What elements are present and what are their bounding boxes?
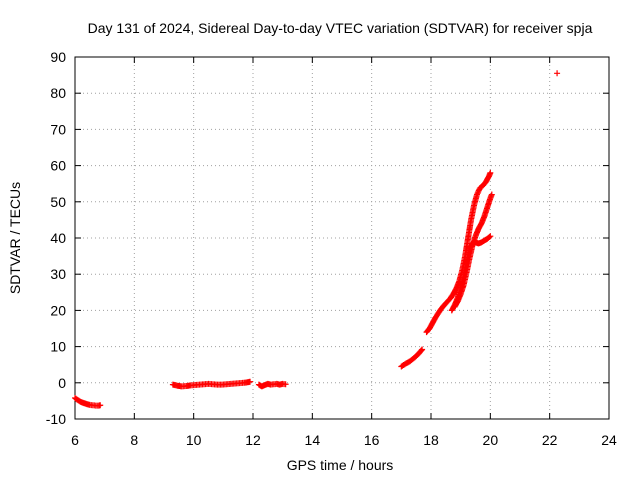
x-tick-label: 22 (542, 432, 558, 448)
y-axis-label: SDTVAR / TECUs (7, 182, 23, 294)
x-tick-label: 10 (186, 432, 202, 448)
gridlines (75, 57, 609, 419)
x-tick-label: 14 (305, 432, 321, 448)
data-points (72, 70, 561, 409)
x-tick-label: 6 (71, 432, 79, 448)
x-axis-label: GPS time / hours (287, 457, 394, 473)
data-point (486, 234, 493, 241)
y-tick-label: 30 (50, 266, 66, 282)
x-tick-label: 8 (130, 432, 138, 448)
x-tick-label: 12 (245, 432, 261, 448)
x-tick-label: 18 (423, 432, 439, 448)
y-tick-label: 40 (50, 230, 66, 246)
data-point (282, 381, 289, 388)
y-tick-label: 70 (50, 121, 66, 137)
chart-title: Day 131 of 2024, Sidereal Day-to-day VTE… (88, 20, 593, 36)
y-axis-tick-labels: -10 0 10 20 30 40 50 60 70 80 90 (46, 49, 66, 427)
data-point (487, 169, 494, 176)
y-tick-label: 0 (58, 375, 66, 391)
axis-ticks (74, 56, 610, 420)
y-tick-label: 80 (50, 85, 66, 101)
y-tick-label: 60 (50, 158, 66, 174)
x-axis-tick-labels: 6 8 10 12 14 16 18 20 22 24 (71, 432, 617, 448)
y-tick-label: 90 (50, 49, 66, 65)
y-tick-label: 10 (50, 339, 66, 355)
data-point (418, 347, 425, 354)
y-tick-label: -10 (46, 411, 66, 427)
data-point (97, 402, 104, 409)
y-tick-label: 50 (50, 194, 66, 210)
y-tick-label: 20 (50, 302, 66, 318)
x-tick-label: 20 (483, 432, 499, 448)
x-tick-label: 24 (601, 432, 617, 448)
data-point (487, 233, 494, 240)
data-point (554, 70, 561, 77)
data-point (247, 378, 254, 385)
x-tick-label: 16 (364, 432, 380, 448)
data-point (419, 346, 426, 353)
data-point (488, 191, 495, 198)
